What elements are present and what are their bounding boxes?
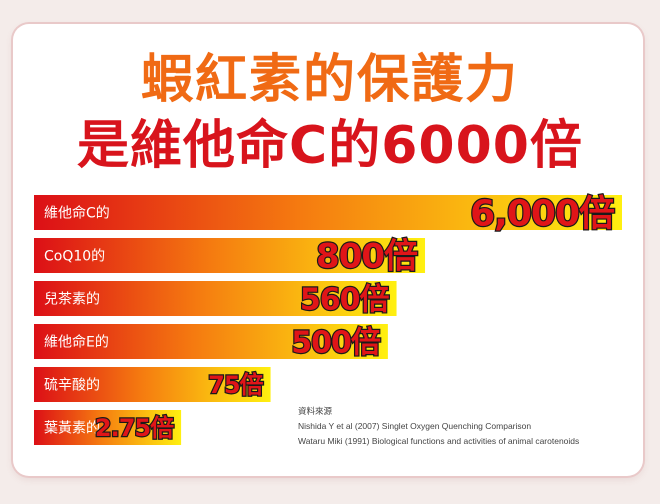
sources-note: 資料來源 Nishida Y et al (2007) Singlet Oxyg… bbox=[298, 404, 579, 449]
value-label: 75倍 bbox=[208, 371, 263, 399]
category-label: 兒茶素的 bbox=[44, 292, 100, 308]
value-label: 800倍 bbox=[316, 237, 418, 277]
category-label: 葉黃素的 bbox=[44, 421, 100, 437]
category-label: CoQ10的 bbox=[44, 249, 105, 265]
sources-heading: 資料來源 bbox=[298, 406, 333, 416]
bar bbox=[34, 410, 182, 445]
source-line-1: Nishida Y et al (2007) Singlet Oxygen Qu… bbox=[298, 421, 532, 431]
category-label: 維他命E的 bbox=[44, 334, 109, 351]
value-label: 500倍 bbox=[291, 325, 381, 360]
value-label: 560倍 bbox=[300, 282, 390, 317]
category-label: 維他命C的 bbox=[44, 205, 110, 222]
bar bbox=[34, 281, 397, 316]
value-label: 6,000倍 bbox=[470, 193, 615, 234]
source-line-2: Wataru Miki (1991) Biological functions … bbox=[298, 436, 580, 446]
category-label: 硫辛酸的 bbox=[44, 378, 100, 394]
chart-title-line2: 是維他命C的6000倍 bbox=[77, 116, 583, 176]
chart-title-line1: 蝦紅素的保護力 bbox=[140, 50, 519, 110]
bar bbox=[34, 324, 388, 359]
bar bbox=[34, 367, 271, 402]
bar bbox=[34, 195, 622, 230]
value-label: 2.75倍 bbox=[95, 414, 174, 442]
bar bbox=[34, 238, 426, 273]
